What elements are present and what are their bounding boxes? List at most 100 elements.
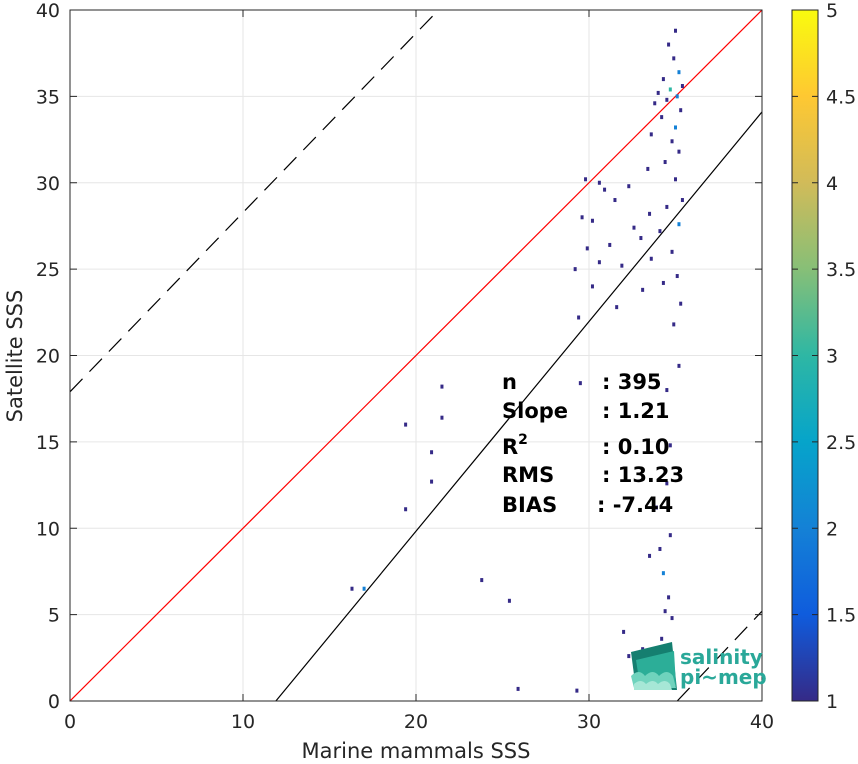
- data-point: [661, 77, 665, 82]
- data-point: [615, 305, 619, 310]
- salinity-pimep-logo: salinity pi~mep: [631, 642, 767, 690]
- data-point: [584, 177, 588, 182]
- data-point: [674, 177, 677, 182]
- identity-line: [70, 10, 762, 701]
- data-point: [632, 225, 636, 230]
- data-point: [665, 388, 669, 393]
- data-point: [575, 688, 579, 693]
- data-point: [585, 246, 589, 251]
- x-tick-label: 20: [404, 711, 428, 733]
- y-tick-label: 25: [36, 259, 60, 281]
- logo-text-salinity: salinity: [680, 645, 763, 669]
- stat-label: RMS: [502, 463, 554, 487]
- colorbar-tick-label: 4: [826, 173, 838, 195]
- stat-label: n: [502, 370, 517, 394]
- colorbar-tick-label: 5: [826, 0, 838, 22]
- data-point: [430, 450, 434, 455]
- data-point: [679, 301, 683, 306]
- data-point: [668, 443, 672, 448]
- data-point: [660, 115, 664, 120]
- data-point: [350, 586, 354, 591]
- data-point: [404, 422, 408, 427]
- data-point: [670, 616, 674, 621]
- colorbar: 1 1.5 2 2.5 3 3.5 4 4.5 5: [791, 0, 856, 713]
- data-point: [668, 87, 672, 92]
- data-point: [670, 249, 674, 254]
- colorbar-tick-label: 4.5: [826, 86, 856, 108]
- data-point: [677, 70, 681, 75]
- data-point: [597, 260, 601, 265]
- data-point: [680, 84, 684, 89]
- stat-label: R2: [502, 432, 528, 459]
- data-point: [660, 636, 664, 641]
- x-axis-label: Marine mammals SSS: [302, 739, 531, 763]
- data-point: [649, 132, 653, 137]
- data-point: [661, 280, 665, 285]
- x-axis-ticks: 0 10 20 30 40: [64, 10, 774, 733]
- data-point: [440, 384, 444, 389]
- colorbar-ticks: 1 1.5 2 2.5 3 3.5 4 4.5 5: [792, 0, 856, 713]
- data-point: [656, 90, 660, 95]
- data-point: [507, 598, 511, 603]
- data-point: [677, 222, 681, 227]
- data-point: [648, 211, 652, 216]
- data-point: [668, 533, 672, 538]
- y-tick-label: 10: [36, 518, 60, 540]
- y-tick-label: 15: [36, 432, 60, 454]
- data-point: [627, 654, 631, 659]
- data-point: [590, 218, 594, 223]
- data-points: [350, 28, 684, 693]
- fit-line: [275, 111, 762, 701]
- colorbar-tick-label: 1: [826, 691, 838, 713]
- data-point: [648, 553, 652, 558]
- data-point: [577, 315, 581, 320]
- data-point: [622, 629, 626, 634]
- data-point: [654, 505, 658, 510]
- data-point: [663, 160, 667, 165]
- data-point: [480, 578, 484, 583]
- data-point: [580, 215, 584, 220]
- data-point: [613, 198, 617, 203]
- data-point: [661, 571, 665, 576]
- data-point: [663, 609, 667, 614]
- y-tick-label: 30: [36, 173, 60, 195]
- data-point: [620, 263, 624, 268]
- data-point: [665, 97, 669, 102]
- stat-label: BIAS: [502, 493, 557, 517]
- data-point: [658, 546, 662, 551]
- data-point: [674, 125, 677, 130]
- y-tick-label: 35: [36, 86, 60, 108]
- stat-value: : 0.10: [602, 435, 670, 459]
- data-point: [677, 363, 681, 368]
- y-tick-label: 20: [36, 346, 60, 368]
- colorbar-tick-label: 3: [826, 346, 838, 368]
- data-point: [404, 507, 408, 512]
- data-point: [639, 236, 643, 241]
- data-point: [603, 187, 607, 192]
- data-point: [658, 229, 662, 234]
- data-point: [516, 686, 520, 691]
- data-point: [672, 322, 676, 327]
- logo-waves-icon: [631, 642, 677, 690]
- stat-label: Slope: [502, 399, 568, 423]
- data-point: [440, 415, 444, 420]
- lower-bound-line: [676, 610, 762, 701]
- data-point: [667, 42, 671, 47]
- data-point: [679, 108, 683, 113]
- data-point: [578, 381, 582, 386]
- data-point: [677, 149, 681, 154]
- y-tick-label: 5: [48, 605, 60, 627]
- y-axis-label: Satellite SSS: [3, 290, 27, 423]
- data-point: [672, 56, 676, 61]
- data-point: [649, 256, 653, 261]
- y-axis-ticks: 0 5 10 15 20 25 30 35 40: [36, 0, 762, 713]
- data-point: [665, 481, 669, 486]
- data-point: [590, 284, 594, 289]
- reference-lines: [70, 10, 762, 701]
- colorbar-tick-label: 2: [826, 518, 838, 540]
- colorbar-tick-label: 1.5: [826, 605, 856, 627]
- x-tick-label: 0: [64, 711, 76, 733]
- data-point: [641, 287, 645, 292]
